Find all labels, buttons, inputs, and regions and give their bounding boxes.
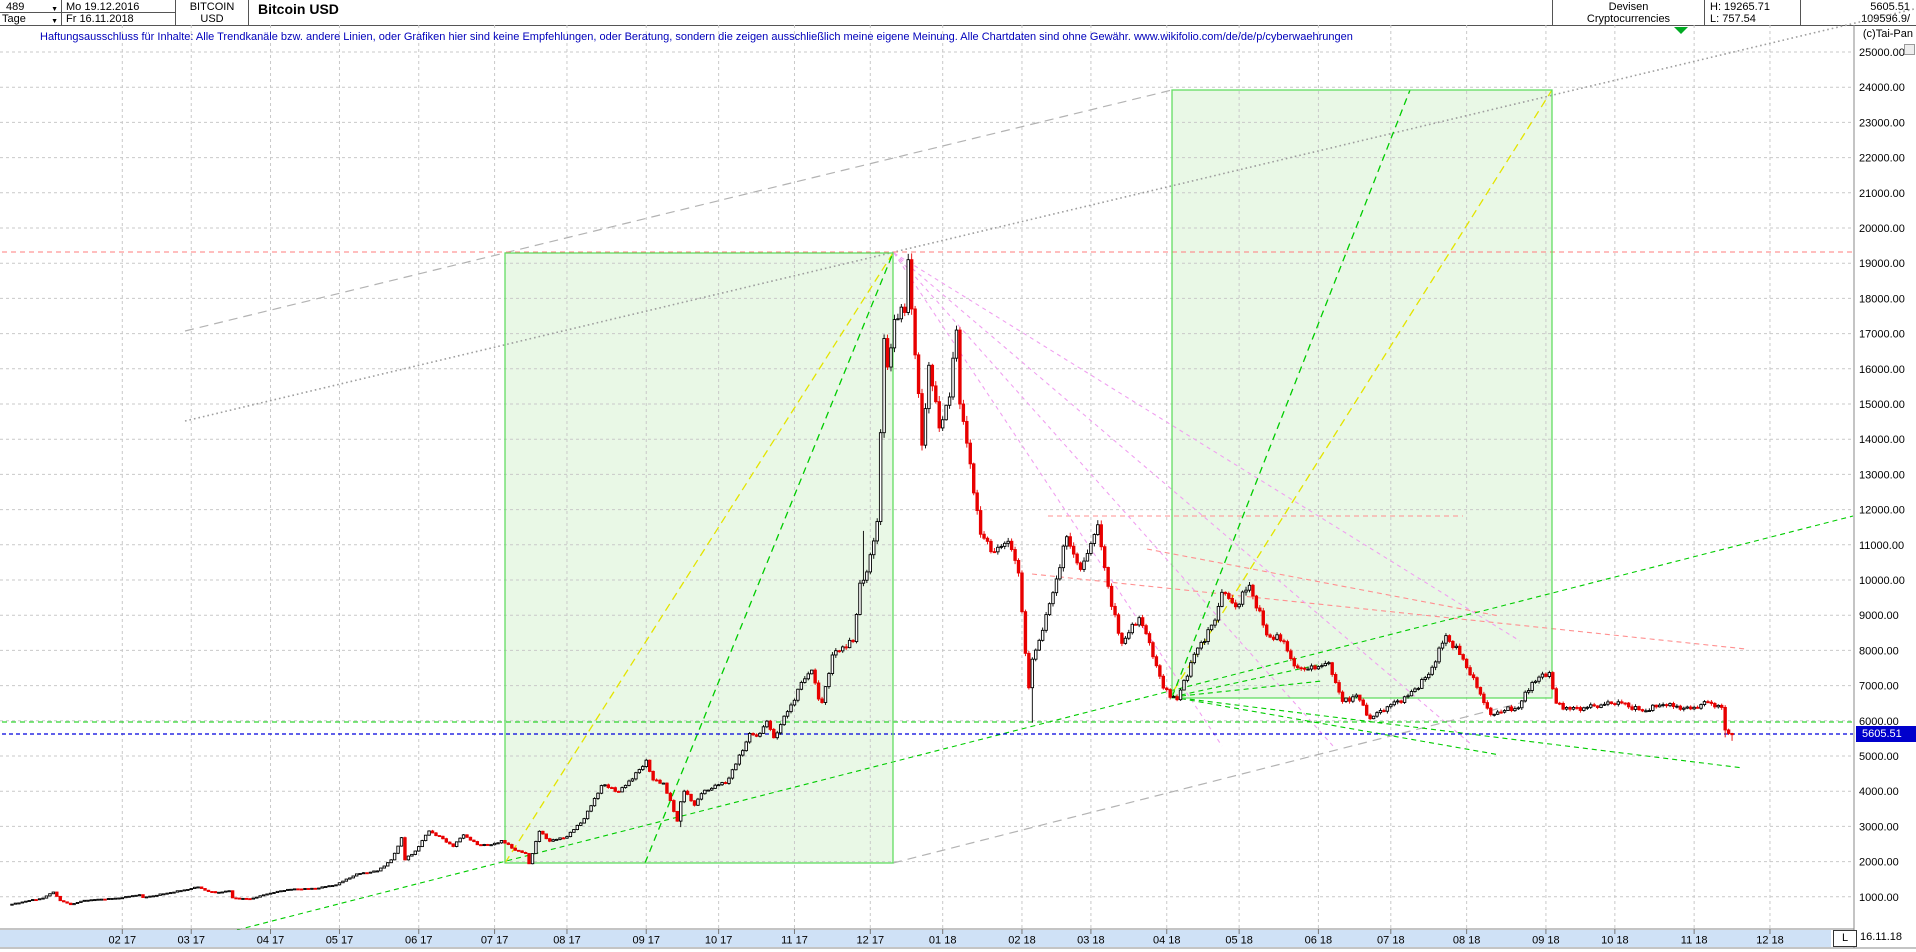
- svg-text:06 17: 06 17: [405, 935, 433, 947]
- header-toolbar: 489 ▼ Tage ▼ Mo 19.12.2016 Fr 16.11.2018 B…: [0, 0, 1916, 26]
- svg-text:17000.00: 17000.00: [1859, 329, 1905, 341]
- svg-text:11000.00: 11000.00: [1859, 540, 1904, 552]
- svg-text:04 18: 04 18: [1153, 935, 1181, 947]
- svg-text:11 18: 11 18: [1681, 935, 1708, 947]
- svg-text:8000.00: 8000.00: [1859, 645, 1899, 657]
- symbol-currency: USD: [200, 13, 224, 25]
- svg-text:05 18: 05 18: [1225, 935, 1253, 947]
- branding-label: (c)Tai-Pan: [1862, 28, 1913, 40]
- svg-text:07 17: 07 17: [481, 935, 509, 947]
- symbol-name: BITCOIN: [189, 1, 235, 13]
- svg-text:22000.00: 22000.00: [1859, 153, 1905, 165]
- svg-text:10000.00: 10000.00: [1859, 575, 1905, 587]
- high-low-cell: H: 19265.71 L: 757.54: [1706, 0, 1801, 25]
- date-from-field[interactable]: Mo 19.12.2016: [62, 0, 176, 13]
- svg-text:09 18: 09 18: [1532, 935, 1560, 947]
- svg-text:2000.00: 2000.00: [1859, 857, 1899, 869]
- svg-text:14000.00: 14000.00: [1859, 434, 1905, 446]
- disclaimer-text: Haftungsausschluss für Inhalte: Alle Tre…: [40, 31, 1353, 43]
- date-to-field[interactable]: Fr 16.11.2018: [62, 13, 176, 25]
- last-bar-indicator: L: [1833, 930, 1857, 947]
- timeframe-value: Tage: [2, 13, 26, 25]
- svg-text:1000.00: 1000.00: [1859, 892, 1899, 904]
- svg-text:9000.00: 9000.00: [1859, 610, 1899, 622]
- category-sub: Cryptocurrencies: [1586, 13, 1671, 25]
- svg-text:19000.00: 19000.00: [1859, 258, 1905, 270]
- svg-text:03 18: 03 18: [1077, 935, 1105, 947]
- svg-text:12 17: 12 17: [857, 935, 885, 947]
- svg-text:04 17: 04 17: [257, 935, 285, 947]
- period-low: L: 757.54: [1710, 13, 1756, 25]
- svg-text:16000.00: 16000.00: [1859, 364, 1905, 376]
- bar-count-dropdown[interactable]: 489 ▼: [0, 0, 62, 13]
- svg-text:02 17: 02 17: [109, 935, 137, 947]
- svg-text:03 17: 03 17: [177, 935, 205, 947]
- svg-text:12 18: 12 18: [1756, 935, 1784, 947]
- svg-text:07 18: 07 18: [1377, 935, 1405, 947]
- svg-text:10 17: 10 17: [705, 935, 733, 947]
- svg-text:6000.00: 6000.00: [1859, 716, 1899, 728]
- svg-text:11 17: 11 17: [781, 935, 808, 947]
- svg-text:23000.00: 23000.00: [1859, 117, 1905, 129]
- page-title: Bitcoin USD: [258, 3, 339, 17]
- svg-text:01 18: 01 18: [929, 935, 957, 947]
- period-high: H: 19265.71: [1710, 1, 1770, 13]
- svg-text:05 17: 05 17: [326, 935, 354, 947]
- svg-text:25000.00: 25000.00: [1859, 47, 1905, 59]
- svg-text:13000.00: 13000.00: [1859, 469, 1905, 481]
- category-group: Devisen: [1608, 1, 1649, 13]
- bar-count-value: 489: [6, 1, 25, 13]
- quote-volume: 109596.9/: [1861, 13, 1910, 25]
- svg-text:15000.00: 15000.00: [1859, 399, 1905, 411]
- svg-text:08 18: 08 18: [1453, 935, 1481, 947]
- svg-text:4000.00: 4000.00: [1859, 786, 1899, 798]
- symbol-cell: BITCOIN USD: [176, 0, 249, 25]
- svg-text:06 18: 06 18: [1305, 935, 1333, 947]
- svg-text:5000.00: 5000.00: [1859, 751, 1899, 763]
- last-quote: 5605.51: [1870, 1, 1910, 13]
- svg-text:7000.00: 7000.00: [1859, 681, 1899, 693]
- svg-text:24000.00: 24000.00: [1859, 82, 1905, 94]
- last-price-badge: 5605.51: [1856, 726, 1916, 742]
- timeframe-dropdown[interactable]: Tage ▼: [0, 13, 62, 25]
- dropdown-arrow-icon: ▼: [51, 6, 58, 13]
- svg-text:08 17: 08 17: [553, 935, 581, 947]
- quote-cell: 5605.51 109596.9/: [1801, 0, 1913, 25]
- axis-end-date: 16.11.18: [1860, 931, 1903, 943]
- svg-text:12000.00: 12000.00: [1859, 505, 1905, 517]
- dropdown-arrow-icon: ▼: [51, 18, 58, 25]
- svg-text:21000.00: 21000.00: [1859, 188, 1905, 200]
- svg-text:10 18: 10 18: [1601, 935, 1629, 947]
- svg-text:18000.00: 18000.00: [1859, 293, 1905, 305]
- axis-scroll-button[interactable]: [1904, 44, 1915, 55]
- svg-text:20000.00: 20000.00: [1859, 223, 1905, 235]
- category-cell: Devisen Cryptocurrencies: [1552, 0, 1705, 25]
- svg-text:3000.00: 3000.00: [1859, 821, 1899, 833]
- svg-text:02 18: 02 18: [1008, 935, 1036, 947]
- svg-text:09 17: 09 17: [632, 935, 660, 947]
